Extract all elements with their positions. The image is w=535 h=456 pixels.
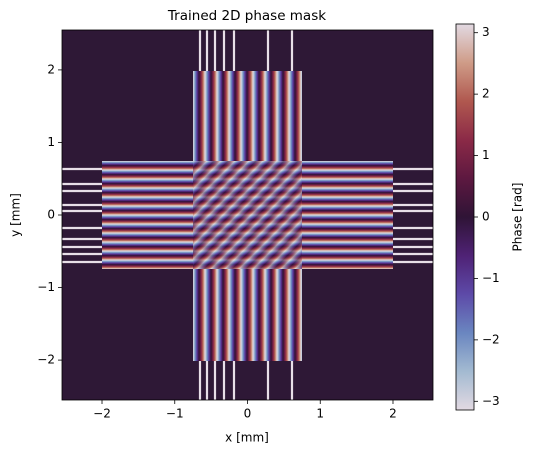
colorbar-tick-label: −2 (482, 332, 500, 346)
y-tick-label: 0 (47, 208, 55, 222)
colorbar-tick-label: 1 (482, 148, 490, 162)
y-tick-label: 2 (47, 62, 55, 76)
x-axis-label: x [mm] (225, 431, 269, 445)
y-axis-label: y [mm] (9, 193, 23, 237)
x-tick-label: 1 (316, 407, 324, 421)
y-tick-label: −1 (37, 280, 55, 294)
colorbar-tick-label: −1 (482, 271, 500, 285)
colorbar-tick-label: 0 (482, 210, 490, 224)
x-tick-label: −2 (93, 407, 111, 421)
colorbar (455, 23, 475, 411)
x-tick-label: 0 (244, 407, 252, 421)
colorbar-tick-label: 3 (482, 25, 490, 39)
colorbar-label: Phase [rad] (511, 183, 525, 252)
colorbar-tick-label: 2 (482, 87, 490, 101)
y-tick-label: 1 (47, 135, 55, 149)
colorbar-tick-label: −3 (482, 394, 500, 408)
x-tick-label: −1 (166, 407, 184, 421)
phase-mask (62, 30, 433, 400)
chart-title: Trained 2D phase mask (167, 8, 326, 24)
x-tick-label: 2 (389, 407, 397, 421)
y-tick-label: −2 (37, 353, 55, 367)
